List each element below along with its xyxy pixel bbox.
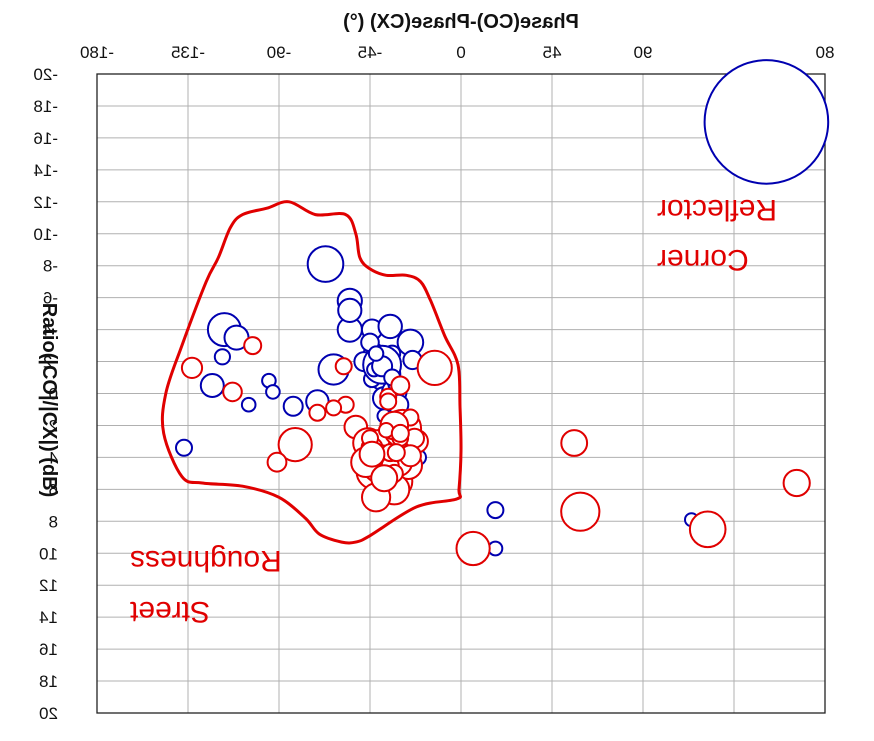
- y-tick-label: -6: [43, 289, 58, 308]
- bubble: [703, 59, 830, 185]
- bubble: [377, 313, 403, 340]
- bubble: [782, 468, 811, 498]
- street-roughness-region: [160, 200, 463, 545]
- bubble: [222, 381, 243, 403]
- x-tick-label: -45: [358, 43, 383, 62]
- y-tick-label: -2: [43, 353, 58, 372]
- bubble: [560, 491, 601, 532]
- y-tick-label: -4: [43, 321, 58, 340]
- x-tick-label: -180: [80, 43, 114, 62]
- y-tick-label: 2: [49, 416, 58, 435]
- y-tick-label: -8: [43, 257, 58, 276]
- y-tick-label: 0: [49, 385, 58, 404]
- annotation-line: Roughness: [130, 544, 282, 577]
- bubble: [277, 427, 313, 463]
- bubble: [390, 375, 411, 396]
- bubble: [337, 297, 363, 323]
- annotations: Roughness Street Reflector Corner: [129, 193, 777, 628]
- y-tick-labels: -20-18-16-14-12-10-8-6-4-202468101214161…: [33, 65, 58, 723]
- y-tick-label: -16: [33, 129, 58, 148]
- bubble: [175, 438, 193, 457]
- y-tick-label: -12: [33, 193, 58, 212]
- bubble: [243, 336, 263, 356]
- x-tick-label: 90: [634, 43, 653, 62]
- bubble: [308, 403, 327, 422]
- x-tick-label: -90: [267, 43, 292, 62]
- bubble: [416, 349, 453, 386]
- y-axis-title: Ratio(|CO|/|CX|) (dB): [38, 303, 60, 498]
- bubble: [306, 245, 345, 283]
- bubble: [334, 357, 353, 376]
- bubble: [199, 373, 225, 398]
- bubbles: [175, 59, 830, 567]
- y-tick-label: 10: [39, 544, 58, 563]
- bubble: [325, 399, 343, 417]
- annotation-line: Corner: [657, 243, 749, 276]
- y-tick-label: 6: [49, 480, 58, 499]
- bubble: [213, 348, 231, 366]
- y-tick-label: -14: [33, 161, 58, 180]
- plot-frame: [96, 73, 826, 714]
- bubble: [379, 392, 398, 411]
- y-tick-label: 20: [39, 704, 58, 723]
- bubble: [180, 356, 204, 379]
- bubble: [560, 429, 589, 457]
- bubble: [266, 451, 288, 473]
- x-tick-label: 0: [456, 43, 465, 62]
- y-tick-label: 8: [49, 512, 58, 531]
- bubble: [486, 501, 505, 520]
- bubble: [265, 384, 281, 400]
- x-tick-labels: -180 -135 -90 -45 0 45 90 80: [80, 43, 834, 62]
- y-tick-label: -20: [33, 65, 58, 84]
- annotation-line: Reflector: [657, 193, 777, 226]
- bubble: [240, 396, 257, 413]
- y-tick-label: 12: [39, 576, 58, 595]
- x-tick-label: 80: [816, 43, 835, 62]
- bubble: [386, 443, 406, 463]
- y-tick-label: 16: [39, 640, 58, 659]
- y-tick-label: 14: [39, 608, 58, 627]
- bubble: [282, 395, 304, 417]
- bubble: [688, 510, 727, 549]
- y-tick-label: 4: [49, 448, 58, 467]
- bubble: [358, 440, 386, 468]
- y-tick-label: -18: [33, 97, 58, 116]
- bubble: [370, 464, 399, 493]
- bubble: [390, 423, 410, 443]
- bubble: [455, 530, 491, 567]
- bubble: [367, 345, 385, 362]
- y-tick-label: -10: [33, 225, 58, 244]
- x-tick-label: 45: [543, 43, 562, 62]
- x-axis-title: Phase(CO)-Phase(CX) (°): [343, 11, 579, 33]
- x-tick-label: -135: [171, 43, 205, 62]
- annotation-line: Street: [129, 595, 210, 628]
- y-tick-label: 18: [39, 672, 58, 691]
